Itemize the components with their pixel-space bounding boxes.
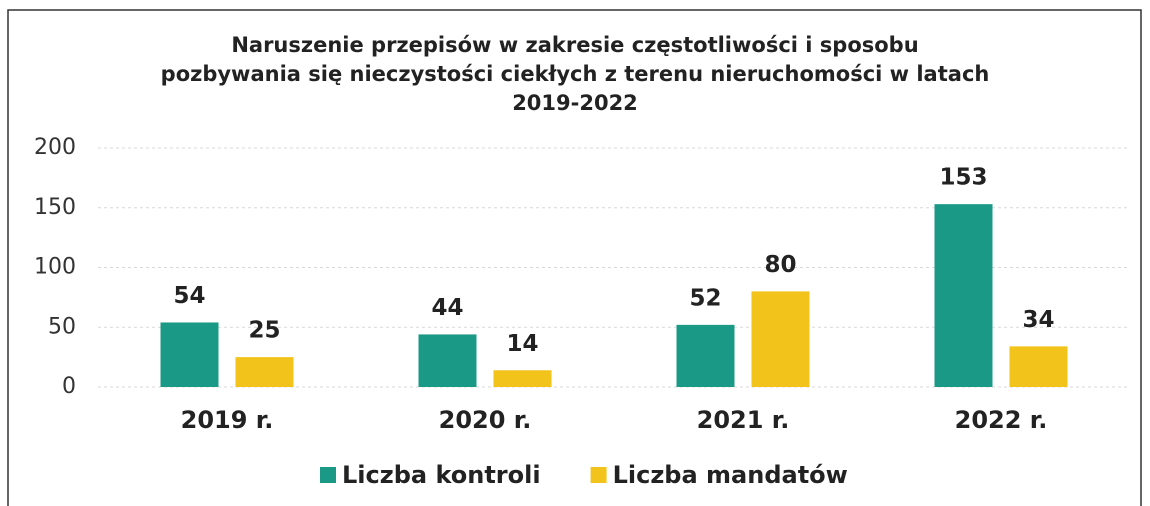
x-tick-label: 2022 r. — [955, 406, 1048, 434]
value-label: 25 — [248, 318, 280, 344]
bar — [934, 204, 993, 387]
chart-title: pozbywania się nieczystości ciekłych z t… — [161, 62, 990, 86]
y-tick-label: 150 — [34, 195, 76, 220]
legend-label: Liczba mandatów — [613, 461, 848, 489]
y-tick-label: 0 — [62, 374, 76, 399]
value-label: 80 — [764, 252, 796, 278]
value-label: 54 — [173, 283, 205, 309]
value-label: 153 — [939, 165, 987, 191]
value-label: 34 — [1022, 307, 1054, 333]
bar — [751, 291, 810, 387]
value-label: 44 — [431, 295, 463, 321]
bar — [676, 324, 735, 387]
bar — [160, 322, 219, 387]
y-tick-label: 50 — [48, 314, 76, 339]
y-tick-label: 100 — [34, 255, 76, 280]
x-tick-label: 2020 r. — [439, 406, 532, 434]
chart-border — [7, 9, 1142, 506]
chart-title: Naruszenie przepisów w zakresie częstotl… — [231, 33, 918, 57]
y-tick-label: 200 — [34, 135, 76, 160]
legend-label: Liczba kontroli — [342, 461, 541, 489]
legend-swatch — [320, 467, 336, 483]
value-label: 14 — [506, 331, 538, 357]
bar — [418, 334, 477, 387]
bar — [235, 357, 294, 387]
bar — [493, 370, 552, 387]
legend-swatch — [590, 467, 607, 483]
bar — [1009, 346, 1068, 387]
value-label: 52 — [689, 285, 721, 311]
chart-title: 2019-2022 — [512, 91, 638, 115]
x-tick-label: 2019 r. — [181, 406, 274, 434]
x-tick-label: 2021 r. — [697, 406, 790, 434]
